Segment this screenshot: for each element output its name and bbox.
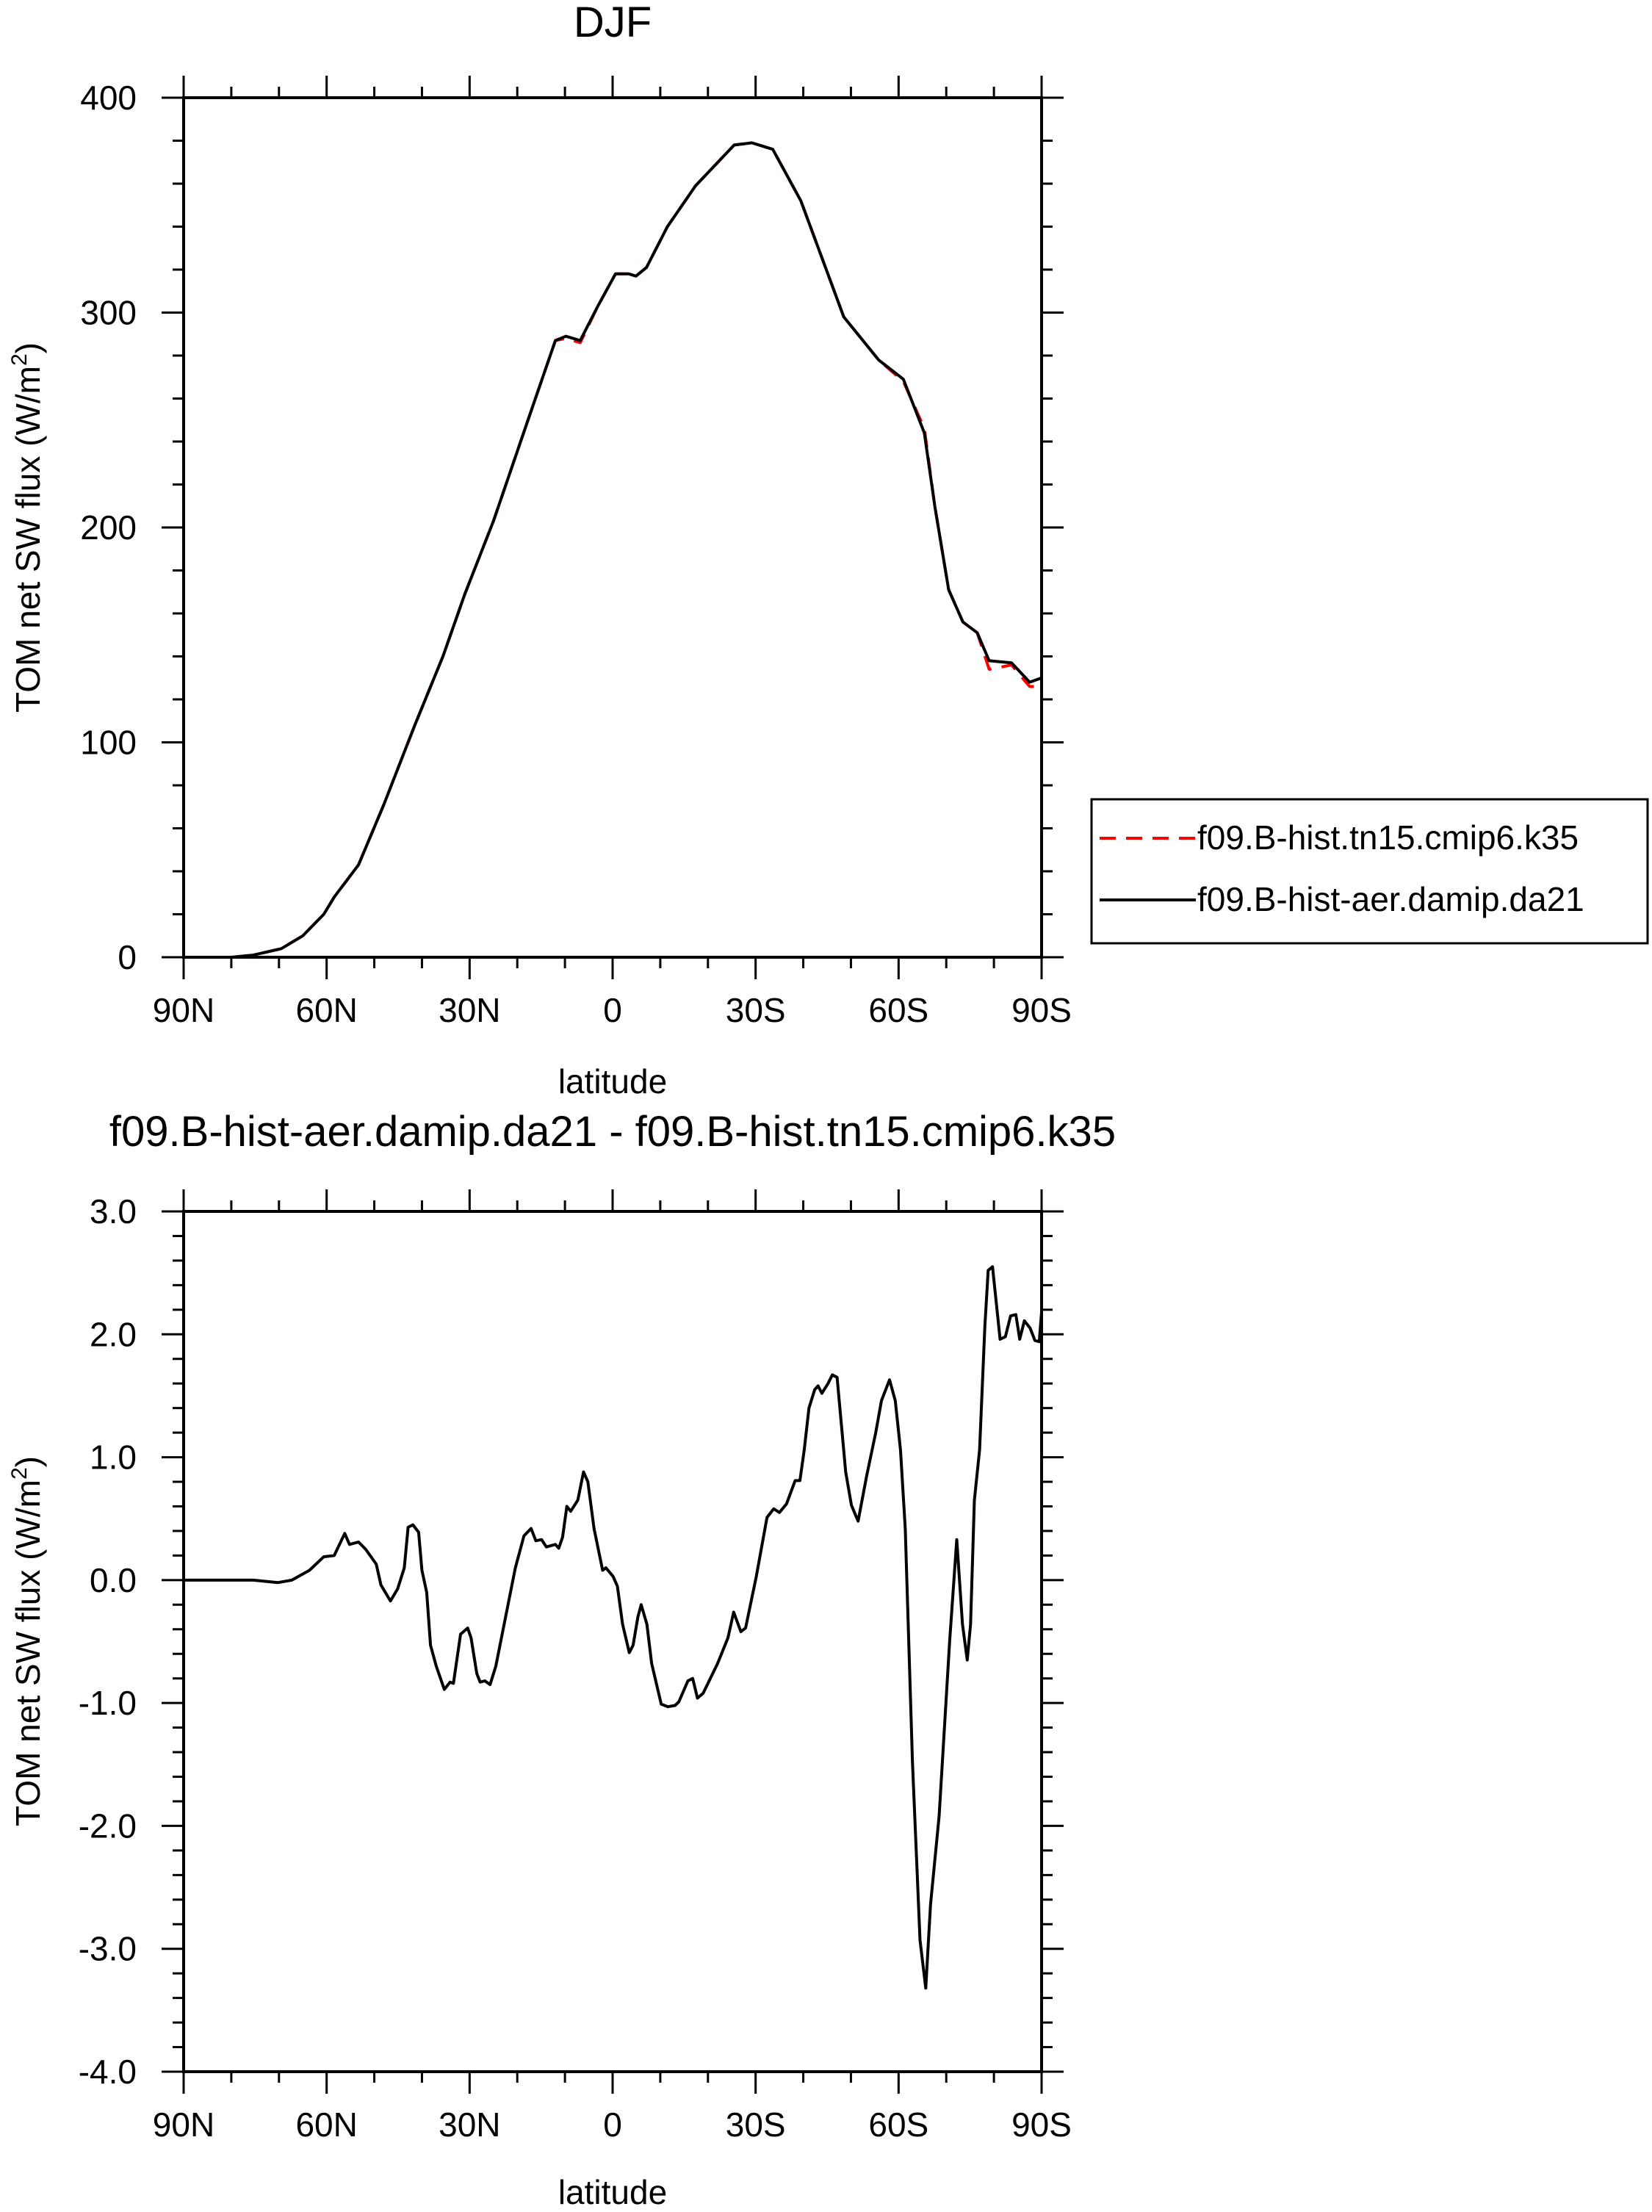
x-tick-label: 90S <box>1011 2105 1072 2144</box>
plot-frame <box>182 96 1043 959</box>
chart-title: DJF <box>574 0 652 46</box>
x-tick-label: 60S <box>868 2105 928 2144</box>
x-tick-label: 60N <box>295 991 357 1029</box>
y-tick-label: -2.0 <box>79 1806 137 1845</box>
x-tick-label: 90N <box>153 2105 214 2144</box>
y-tick-label: 300 <box>80 294 137 332</box>
y-tick-label: -1.0 <box>79 1684 137 1722</box>
legend: f09.B-hist.tn15.cmip6.k35 f09.B-hist-aer… <box>1090 798 1649 945</box>
legend-label-k35: f09.B-hist.tn15.cmip6.k35 <box>1197 818 1579 857</box>
y-tick-label: 1.0 <box>90 1438 137 1477</box>
x-axis-label: latitude <box>558 1062 667 1100</box>
bottom-panel-difference: f09.B-hist-aer.damip.da21 - f09.B-hist.t… <box>7 1108 1116 2211</box>
x-tick-label: 30S <box>726 2105 786 2144</box>
x-tick-label: 0 <box>603 991 622 1029</box>
y-tick-label: 0.0 <box>90 1561 137 1599</box>
legend-label-da21: f09.B-hist-aer.damip.da21 <box>1197 880 1584 918</box>
legend-box <box>1090 798 1649 945</box>
series-line-0 <box>184 1265 1043 1990</box>
x-tick-label: 90N <box>153 991 214 1029</box>
plot-frame <box>182 1210 1043 2073</box>
y-tick-label: 3.0 <box>90 1192 137 1231</box>
y-tick-label: 100 <box>80 724 137 762</box>
x-tick-label: 60N <box>295 2105 357 2144</box>
top-panel-djf: DJF latitude TOM net SW flux (W/m2) 90N 6… <box>7 0 1072 1100</box>
chart-title: f09.B-hist-aer.damip.da21 - f09.B-hist.t… <box>109 1108 1116 1156</box>
y-tick-label: -4.0 <box>79 2053 137 2091</box>
y-tick-label: 2.0 <box>90 1315 137 1353</box>
x-tick-label: 30S <box>726 991 786 1029</box>
series-line-1 <box>184 141 1042 959</box>
x-tick-label: 0 <box>603 2105 622 2144</box>
x-tick-label: 30N <box>439 991 500 1029</box>
y-tick-label: -3.0 <box>79 1930 137 1968</box>
x-axis-label: latitude <box>558 2173 667 2211</box>
y-tick-label: 400 <box>80 79 137 117</box>
y-axis-label: TOM net SW flux (W/m2) <box>7 342 47 713</box>
series-line-0 <box>184 141 1042 959</box>
x-tick-label: 30N <box>439 2105 500 2144</box>
y-tick-label: 0 <box>118 938 137 976</box>
x-tick-label: 60S <box>868 991 928 1029</box>
y-axis-label: TOM net SW flux (W/m2) <box>7 1456 47 1826</box>
x-tick-label: 90S <box>1011 991 1072 1029</box>
y-tick-label: 200 <box>80 508 137 547</box>
